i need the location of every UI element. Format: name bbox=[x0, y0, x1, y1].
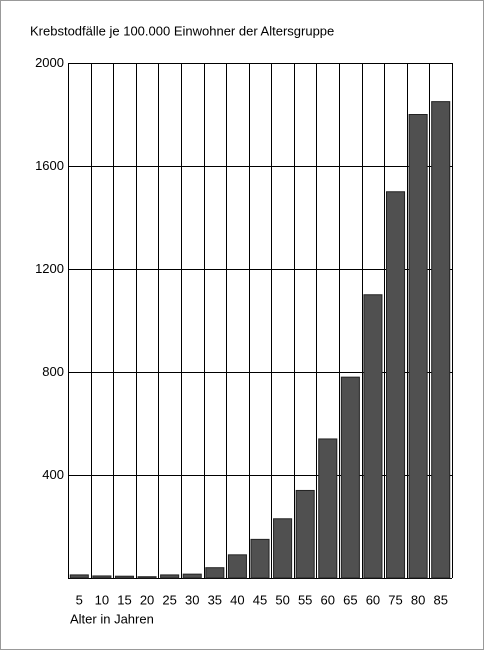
bar bbox=[69, 574, 89, 579]
x-tick-label: 5 bbox=[76, 592, 83, 607]
x-tick-label: 25 bbox=[162, 592, 176, 607]
x-tick-label: 60 bbox=[366, 592, 380, 607]
x-tick-label: 60 bbox=[321, 592, 335, 607]
x-tick-label: 20 bbox=[140, 592, 154, 607]
y-tick-label: 800 bbox=[42, 364, 64, 379]
bar bbox=[340, 376, 360, 579]
x-tick-label: 85 bbox=[433, 592, 447, 607]
x-tick-label: 10 bbox=[95, 592, 109, 607]
y-tick-label: 2000 bbox=[35, 55, 64, 70]
x-tick-label: 75 bbox=[388, 592, 402, 607]
bar bbox=[385, 191, 406, 579]
y-tick-label: 1200 bbox=[35, 261, 64, 276]
bar bbox=[431, 101, 451, 579]
bar bbox=[318, 438, 338, 579]
bar bbox=[273, 518, 293, 579]
x-tick-label: 30 bbox=[185, 592, 199, 607]
bar bbox=[363, 294, 383, 579]
x-tick-label: 50 bbox=[275, 592, 289, 607]
x-tick-label: 45 bbox=[253, 592, 267, 607]
bar bbox=[160, 574, 180, 579]
bar bbox=[182, 573, 202, 579]
bar bbox=[408, 114, 428, 579]
bar bbox=[295, 489, 315, 579]
x-tick-label: 65 bbox=[343, 592, 357, 607]
bar bbox=[137, 576, 157, 579]
bar bbox=[227, 554, 247, 579]
bar bbox=[205, 567, 225, 579]
bar bbox=[92, 575, 112, 579]
x-tick-label: 80 bbox=[411, 592, 425, 607]
y-tick-label: 1600 bbox=[35, 158, 64, 173]
x-tick-label: 15 bbox=[117, 592, 131, 607]
bar bbox=[114, 575, 135, 579]
y-tick-label: 400 bbox=[42, 467, 64, 482]
x-tick-label: 55 bbox=[298, 592, 312, 607]
bar bbox=[250, 538, 270, 579]
x-tick-label: 35 bbox=[208, 592, 222, 607]
x-tick-label: 40 bbox=[230, 592, 244, 607]
chart-title: Krebstodfälle je 100.000 Einwohner der A… bbox=[30, 23, 334, 38]
x-axis-label: Alter in Jahren bbox=[70, 611, 154, 626]
